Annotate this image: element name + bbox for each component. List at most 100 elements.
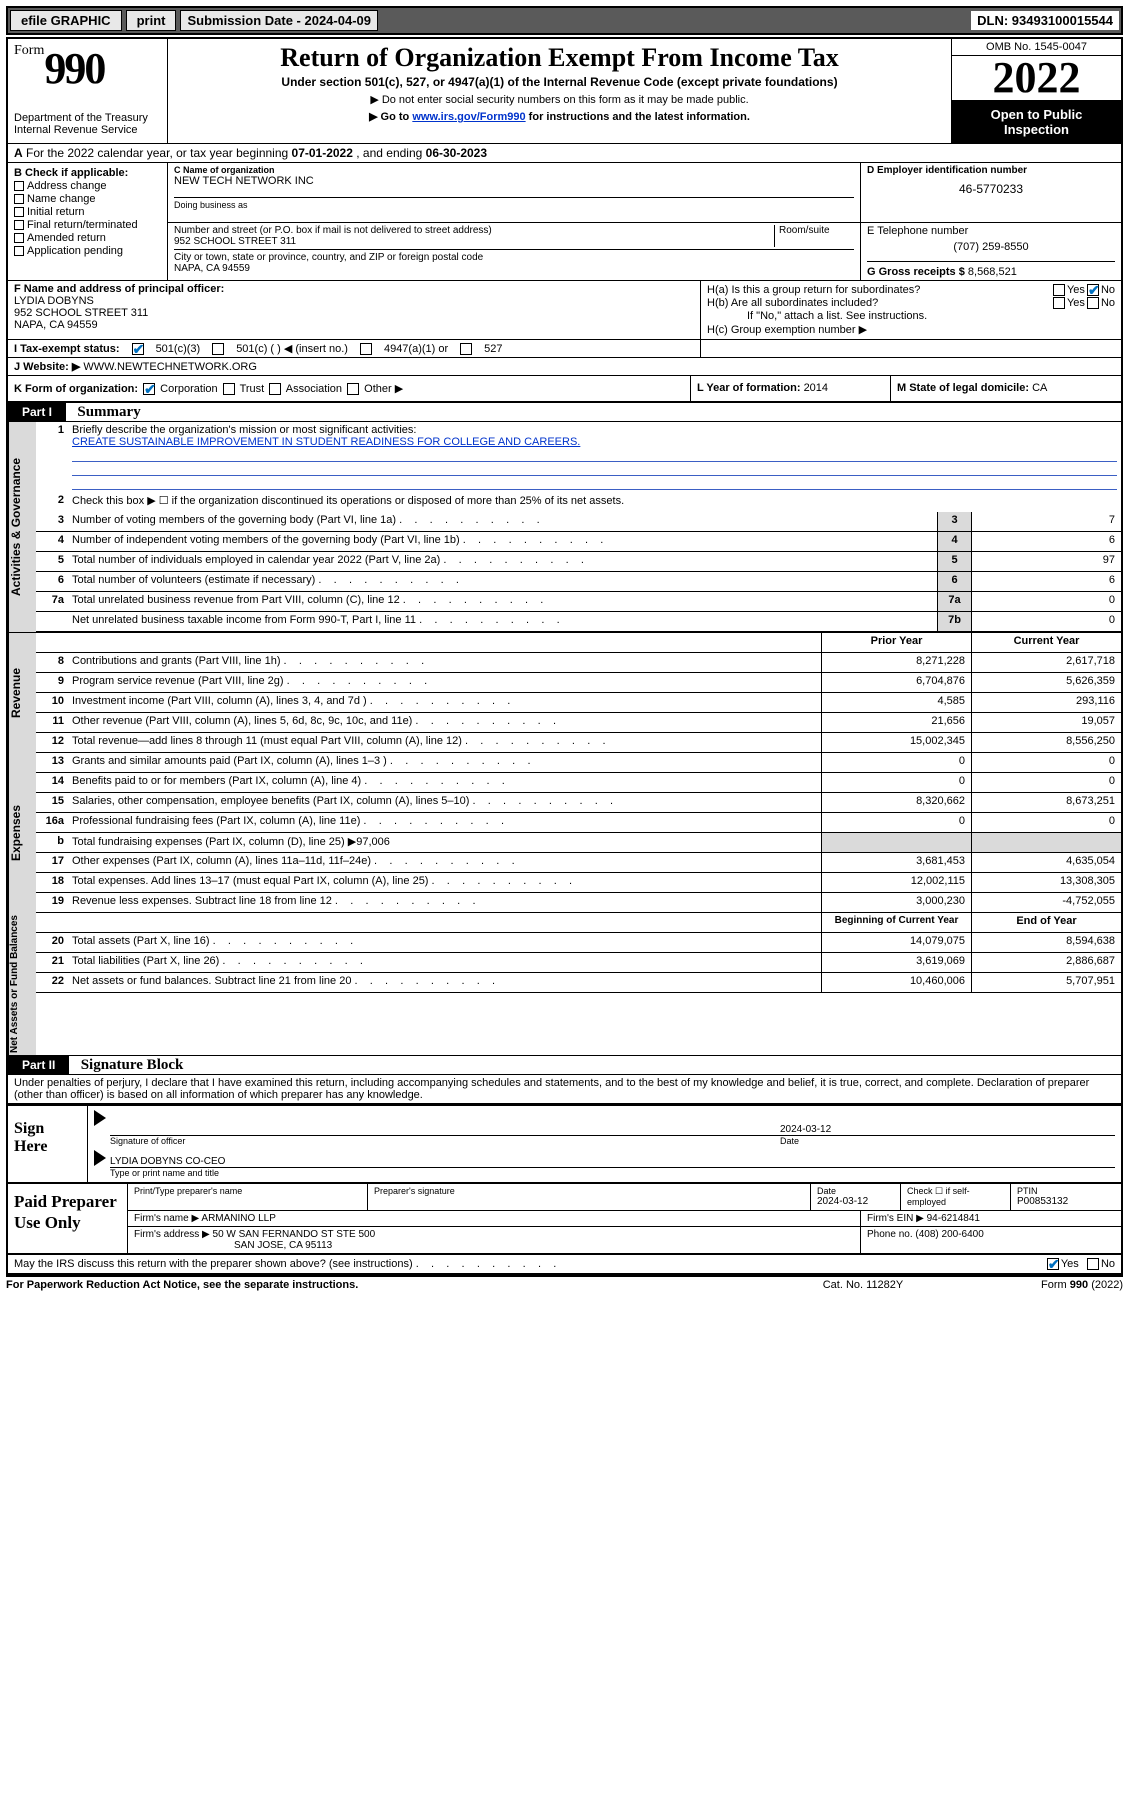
form-word: Form xyxy=(14,43,44,58)
ptin-label: PTIN xyxy=(1017,1186,1115,1196)
line-17-current: 4,635,054 xyxy=(971,853,1121,872)
prep-name-field[interactable] xyxy=(134,1196,361,1208)
line-7b-box: 7b xyxy=(937,612,971,631)
chk-other[interactable] xyxy=(347,383,359,395)
line-6-text: Total number of volunteers (estimate if … xyxy=(68,572,937,591)
line-5-text: Total number of individuals employed in … xyxy=(68,552,937,571)
line-8-text: Contributions and grants (Part VIII, lin… xyxy=(68,653,821,672)
line-21-num: 21 xyxy=(36,953,68,972)
dept-label: Department of the Treasury xyxy=(14,112,161,124)
line-19-prior: 3,000,230 xyxy=(821,893,971,912)
line-13-current: 0 xyxy=(971,753,1121,772)
irs-link[interactable]: www.irs.gov/Form990 xyxy=(412,111,525,123)
col-k-form-org: K Form of organization: Corporation Trus… xyxy=(8,376,691,401)
addr-label: Number and street (or P.O. box if mail i… xyxy=(174,225,492,236)
line-5-num: 5 xyxy=(36,552,68,571)
prior-year-header: Prior Year xyxy=(821,633,971,652)
form-header: Form990 Department of the Treasury Inter… xyxy=(8,39,1121,144)
part1-title: Summary xyxy=(77,404,140,420)
chk-501c3[interactable] xyxy=(132,343,144,355)
line-7a-box: 7a xyxy=(937,592,971,611)
chk-address-change[interactable]: Address change xyxy=(14,180,161,192)
efile-button[interactable]: efile GRAPHIC xyxy=(10,10,122,31)
line-7b-num xyxy=(36,612,68,631)
line-18-current: 13,308,305 xyxy=(971,873,1121,892)
hb-note: If "No," attach a list. See instructions… xyxy=(707,310,1115,322)
ein-label: D Employer identification number xyxy=(867,165,1115,176)
sign-here-section: Sign Here 2024-03-12 Signature of office… xyxy=(8,1104,1121,1184)
chk-corporation[interactable] xyxy=(143,383,155,395)
mission-link[interactable]: CREATE SUSTAINABLE IMPROVEMENT IN STUDEN… xyxy=(72,436,580,448)
line-15-text: Salaries, other compensation, employee b… xyxy=(68,793,821,812)
line-10-prior: 4,585 xyxy=(821,693,971,712)
line-16a-current: 0 xyxy=(971,813,1121,832)
chk-association[interactable] xyxy=(269,383,281,395)
chk-501c[interactable] xyxy=(212,343,224,355)
header-mid: Return of Organization Exempt From Incom… xyxy=(168,39,951,143)
chk-amended-return[interactable]: Amended return xyxy=(14,232,161,244)
discuss-yes-checkbox[interactable] xyxy=(1047,1258,1059,1270)
org-name-block: C Name of organization NEW TECH NETWORK … xyxy=(168,163,861,222)
col-c-mid: C Name of organization NEW TECH NETWORK … xyxy=(168,163,1121,280)
discuss-no-checkbox[interactable] xyxy=(1087,1258,1099,1270)
chk-application-pending[interactable]: Application pending xyxy=(14,245,161,257)
prep-selfemp[interactable]: Check ☐ if self-employed xyxy=(901,1184,1011,1210)
line-14-current: 0 xyxy=(971,773,1121,792)
hb-no-checkbox[interactable] xyxy=(1087,297,1099,309)
line-20-prior: 14,079,075 xyxy=(821,933,971,952)
line-4-text: Number of independent voting members of … xyxy=(68,532,937,551)
part1-badge: Part I xyxy=(8,403,66,421)
firm-phone-value: (408) 200-6400 xyxy=(915,1229,983,1240)
paid-preparer-label: Paid Preparer Use Only xyxy=(8,1184,128,1253)
firm-addr2-value: SAN JOSE, CA 95113 xyxy=(234,1240,332,1251)
line-9-prior: 6,704,876 xyxy=(821,673,971,692)
chk-final-return[interactable]: Final return/terminated xyxy=(14,219,161,231)
begin-year-header: Beginning of Current Year xyxy=(821,913,971,932)
line-19-text: Revenue less expenses. Subtract line 18 … xyxy=(68,893,821,912)
line-4-num: 4 xyxy=(36,532,68,551)
hb-yes-checkbox[interactable] xyxy=(1053,297,1065,309)
chk-4947[interactable] xyxy=(360,343,372,355)
officer-sig-field[interactable] xyxy=(110,1124,780,1135)
ha-yes-checkbox[interactable] xyxy=(1053,284,1065,296)
chk-527[interactable] xyxy=(460,343,472,355)
line-18-text: Total expenses. Add lines 13–17 (must eq… xyxy=(68,873,821,892)
line-17-num: 17 xyxy=(36,853,68,872)
line-8-num: 8 xyxy=(36,653,68,672)
open-public-badge: Open to Public Inspection xyxy=(952,101,1121,143)
subtitle-1: Under section 501(c), 527, or 4947(a)(1)… xyxy=(174,75,945,89)
col-h-group: H(a) Is this a group return for subordin… xyxy=(701,281,1121,339)
footer-left: For Paperwork Reduction Act Notice, see … xyxy=(6,1279,763,1291)
ha-no-checkbox[interactable] xyxy=(1087,284,1099,296)
hb-label: H(b) Are all subordinates included? xyxy=(707,297,1051,309)
firm-ein-value: 94-6214841 xyxy=(927,1213,980,1224)
firm-phone-label: Phone no. xyxy=(867,1229,913,1240)
firm-ein-label: Firm's EIN ▶ xyxy=(867,1213,924,1224)
chk-initial-return[interactable]: Initial return xyxy=(14,206,161,218)
line-7b-text: Net unrelated business taxable income fr… xyxy=(68,612,937,631)
col-f-officer: F Name and address of principal officer:… xyxy=(8,281,701,339)
sign-arrow-icon xyxy=(94,1110,106,1126)
line-7a-text: Total unrelated business revenue from Pa… xyxy=(68,592,937,611)
chk-trust[interactable] xyxy=(223,383,235,395)
section-expenses: Expenses 13 Grants and similar amounts p… xyxy=(8,753,1121,913)
officer-name-label: Type or print name and title xyxy=(110,1168,1115,1178)
website-value: WWW.NEWTECHNETWORK.ORG xyxy=(83,361,257,373)
line-7b-value: 0 xyxy=(971,612,1121,631)
line-15-num: 15 xyxy=(36,793,68,812)
line-2-text: Check this box ▶ ☐ if the organization d… xyxy=(68,492,1121,512)
line-5-value: 97 xyxy=(971,552,1121,571)
ptin-value: P00853132 xyxy=(1017,1196,1115,1207)
line-6-num: 6 xyxy=(36,572,68,591)
line-22-current: 5,707,951 xyxy=(971,973,1121,992)
line-22-text: Net assets or fund balances. Subtract li… xyxy=(68,973,821,992)
line-21-text: Total liabilities (Part X, line 26) xyxy=(68,953,821,972)
line-10-current: 293,116 xyxy=(971,693,1121,712)
row-a-tax-year: A For the 2022 calendar year, or tax yea… xyxy=(8,144,1121,163)
footer-catno: Cat. No. 11282Y xyxy=(763,1279,963,1291)
line-19-num: 19 xyxy=(36,893,68,912)
line-4-box: 4 xyxy=(937,532,971,551)
chk-name-change[interactable]: Name change xyxy=(14,193,161,205)
print-button[interactable]: print xyxy=(126,10,177,31)
penalties-text: Under penalties of perjury, I declare th… xyxy=(8,1075,1121,1104)
